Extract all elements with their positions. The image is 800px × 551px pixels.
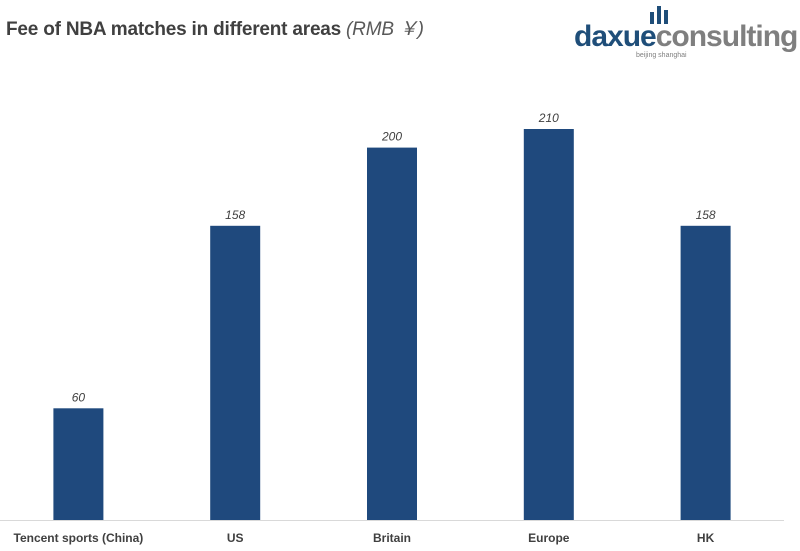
category-label-3: Europe	[528, 531, 570, 545]
value-label-3: 210	[538, 111, 559, 125]
bar-group	[53, 129, 731, 521]
logo-word-consulting: consulting	[655, 20, 799, 53]
category-label-2: Britain	[373, 531, 411, 545]
bar-3	[523, 129, 574, 520]
category-label-4: HK	[697, 531, 715, 545]
category-label-1: US	[227, 531, 244, 545]
value-label-0: 60	[72, 390, 86, 404]
logo-bars-icon	[650, 6, 668, 24]
logo-tagline: beijing shanghai	[636, 52, 687, 59]
category-label-0: Tencent sports (China)	[14, 531, 144, 545]
value-label-group: 60 158 200 210 158	[72, 111, 716, 404]
chart-title: Fee of NBA matches in different areas (RM…	[6, 14, 424, 41]
logo-word-daxue: daxue	[574, 20, 657, 53]
chart-title-text: Fee of NBA matches in different areas	[6, 19, 342, 40]
value-label-2: 200	[381, 130, 402, 144]
daxue-consulting-logo: daxueconsulting beijing shanghai	[574, 6, 799, 68]
bar-1	[210, 225, 261, 521]
bar-4	[680, 225, 731, 521]
logo-wordmark: daxueconsulting	[574, 20, 799, 54]
value-label-1: 158	[225, 208, 245, 222]
bar-0	[53, 408, 104, 520]
bar-2	[367, 147, 417, 520]
value-label-4: 158	[696, 208, 716, 222]
chart-title-unit: (RMB ￥)	[346, 19, 424, 40]
category-label-group: Tencent sports (China) US Britain Europe HK	[14, 531, 715, 545]
